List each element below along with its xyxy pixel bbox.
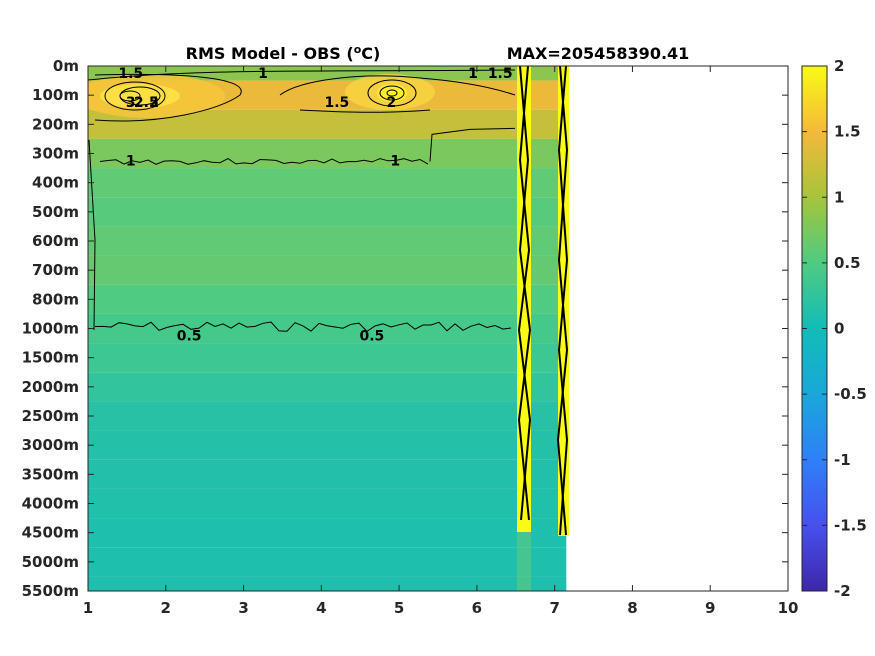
colorbar-tick-label-0.5: 0.5 (834, 254, 861, 272)
heatmap-band-1000m (88, 313, 567, 344)
contour-1-left-edge (88, 139, 96, 331)
heatmap-band-400m (88, 168, 567, 198)
y-tick-label-5500m: 5500m (22, 582, 79, 600)
contour-ring-2 (119, 90, 141, 102)
x-axis: 1 2 3 4 5 6 7 8 9 10 (83, 66, 799, 617)
x-tick-label-10: 10 (778, 599, 799, 617)
contour-label-8: 2 (386, 95, 396, 111)
contour-labels: 1.5 1 1 1.532.52 1.5 21 10.5 0.5 (118, 66, 512, 345)
y-tick-label-700m: 700m (32, 261, 79, 279)
colorbar: 2 1.5 1 0.5 0 -0.5 -1 -1.5 -2 (801, 57, 867, 600)
y-tick-label-4500m: 4500m (22, 524, 79, 542)
contour-label-11: 0.5 (177, 329, 202, 345)
contour-1.5-right (299, 109, 431, 113)
y-axis: 0m 100m 200m 300m 400m 500m 600m 700m 800m 1000m 1… (22, 57, 788, 600)
heatmap-band-3000m (88, 430, 567, 460)
y-tick-label-500m: 500m (32, 203, 79, 221)
heatmap-band-0m (88, 66, 567, 81)
contour-ring-4 (379, 85, 405, 101)
contour-label-2: 1 (468, 66, 478, 82)
chart-title: RMS Model - OBS (oC) (186, 43, 381, 63)
contour-1-right (429, 127, 516, 162)
contour-1-top (88, 69, 516, 81)
y-tick-label-3000m: 3000m (22, 436, 79, 454)
contour-label-4: 3 (126, 95, 136, 111)
y-tick-label-100m: 100m (32, 86, 79, 104)
chart-title-degree-sup: o (354, 43, 362, 56)
contour-0.5 (94, 321, 512, 333)
colorbar-tick-label-2: 2 (834, 57, 844, 75)
heatmap-band-2000m (88, 372, 567, 402)
contour-label-10: 1 (390, 154, 400, 170)
colorbar-tick-label-0: 0 (834, 320, 844, 338)
heatmap-band-800m (88, 284, 567, 314)
contour-1.5-mid (279, 75, 516, 96)
contour-label-6: 2 (149, 95, 159, 111)
contour-ring-5 (386, 89, 398, 97)
strip-a-base (517, 532, 531, 591)
contour-ring-3 (367, 79, 417, 107)
heatmap-band-700m (88, 255, 567, 285)
heatmap-band-4500m (88, 518, 567, 548)
contour-label-3: 1.5 (488, 66, 513, 82)
chart-title-unit-tail: C) (361, 44, 380, 63)
heatmap-band-3500m (88, 459, 567, 489)
y-tick-label-600m: 600m (32, 232, 79, 250)
contour-label-9: 1 (126, 154, 136, 170)
contour-1.5-top (94, 73, 242, 122)
heatmap-band-2500m (88, 401, 567, 431)
heatmap (88, 66, 569, 591)
y-tick-label-2500m: 2500m (22, 407, 79, 425)
colorbar-ticks: 2 1.5 1 0.5 0 -0.5 -1 -1.5 -2 (802, 57, 867, 600)
heatmap-band-600m (88, 226, 567, 256)
x-tick-label-8: 8 (627, 599, 637, 617)
heatmap-band-1500m (88, 343, 567, 373)
chart-title-main: RMS Model - OBS ( (186, 44, 354, 63)
y-tick-label-0m: 0m (53, 57, 79, 75)
x-tick-label-7: 7 (549, 599, 559, 617)
contour-label-7: 1.5 (324, 95, 349, 111)
colorbar-tick-label--2: -2 (834, 582, 851, 600)
x-tick-label-1: 1 (83, 599, 93, 617)
heatmap-band-4000m (88, 488, 567, 519)
heatmap-band-5500m (88, 576, 567, 591)
heatmap-band-5000m (88, 547, 567, 577)
heatmap-band-300m (88, 138, 567, 169)
contour-ring-0 (104, 81, 166, 111)
strip-contours (517, 66, 569, 536)
x-tick-label-9: 9 (705, 599, 715, 617)
y-tick-label-4000m: 4000m (22, 495, 79, 513)
contour-label-12: 0.5 (359, 329, 384, 345)
y-tick-label-200m: 200m (32, 115, 79, 133)
contour-lines (88, 69, 516, 333)
contour-label-1: 1 (258, 66, 268, 82)
x-tick-label-4: 4 (316, 599, 326, 617)
y-tick-label-1500m: 1500m (22, 349, 79, 367)
y-tick-label-300m: 300m (32, 145, 79, 163)
y-tick-label-3500m: 3500m (22, 465, 79, 483)
x-tick-label-3: 3 (238, 599, 248, 617)
depth-bands (88, 66, 567, 591)
y-tick-label-800m: 800m (32, 290, 79, 308)
y-tick-label-2000m: 2000m (22, 378, 79, 396)
colorbar-tick-label--0.5: -0.5 (834, 385, 867, 403)
colorbar-tick-label--1: -1 (834, 451, 851, 469)
x-tick-label-6: 6 (472, 599, 482, 617)
heatmap-band-500m (88, 197, 567, 227)
y-tick-label-5000m: 5000m (22, 553, 79, 571)
x-tick-label-5: 5 (394, 599, 404, 617)
colorbar-tick-label--1.5: -1.5 (834, 516, 867, 534)
x-tick-label-2: 2 (161, 599, 171, 617)
y-tick-label-1000m: 1000m (22, 320, 79, 338)
max-label: MAX=205458390.41 (507, 44, 690, 63)
colorbar-tick-label-1.5: 1.5 (834, 123, 861, 141)
hotspot-right-core (377, 84, 407, 102)
y-tick-label-400m: 400m (32, 174, 79, 192)
contour-label-5: 2.5 (134, 95, 159, 111)
contour-label-0: 1.5 (118, 66, 143, 82)
contour-1 (99, 158, 429, 165)
colorbar-tick-label-1: 1 (834, 188, 844, 206)
